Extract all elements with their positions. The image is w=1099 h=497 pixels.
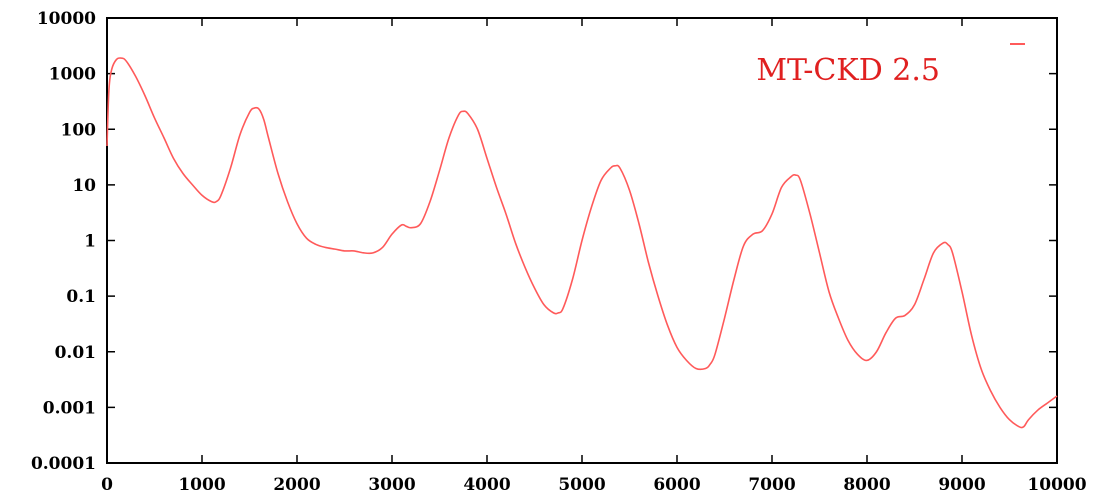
axis-ticks	[106, 17, 1058, 464]
x-tick-label: 8000	[843, 475, 890, 495]
y-tick-label: 0.1	[66, 287, 96, 307]
y-tick-labels: 10000 1000 100 10 1 0.1 0.01 0.001 0.0001	[31, 9, 96, 474]
x-tick-label: 9000	[938, 475, 985, 495]
x-tick-label: 10000	[1027, 475, 1086, 495]
x-tick-label: 3000	[368, 475, 415, 495]
x-tick-label: 6000	[653, 475, 700, 495]
y-tick-label: 0.001	[43, 398, 96, 418]
y-tick-label: 0.0001	[31, 454, 96, 474]
legend-label: MT-CKD 2.5	[756, 53, 940, 88]
x-tick-label: 4000	[463, 475, 510, 495]
y-tick-label: 1000	[49, 65, 96, 85]
x-tick-label: 2000	[273, 475, 320, 495]
x-tick-label: 5000	[558, 475, 605, 495]
series-line-mt-ckd-2.5	[106, 57, 1058, 429]
x-tick-label: 0	[101, 475, 113, 495]
x-tick-labels: 0 1000 2000 3000 4000 5000 6000 7000 8000 9000 100…	[101, 475, 1087, 495]
y-tick-label: 0.01	[55, 343, 96, 363]
y-tick-label: 10	[72, 176, 96, 196]
x-tick-label: 1000	[178, 475, 225, 495]
x-tick-label: 7000	[748, 475, 795, 495]
y-tick-label: 1	[84, 232, 96, 252]
y-tick-label: 10000	[37, 9, 96, 29]
y-tick-label: 100	[61, 120, 97, 140]
